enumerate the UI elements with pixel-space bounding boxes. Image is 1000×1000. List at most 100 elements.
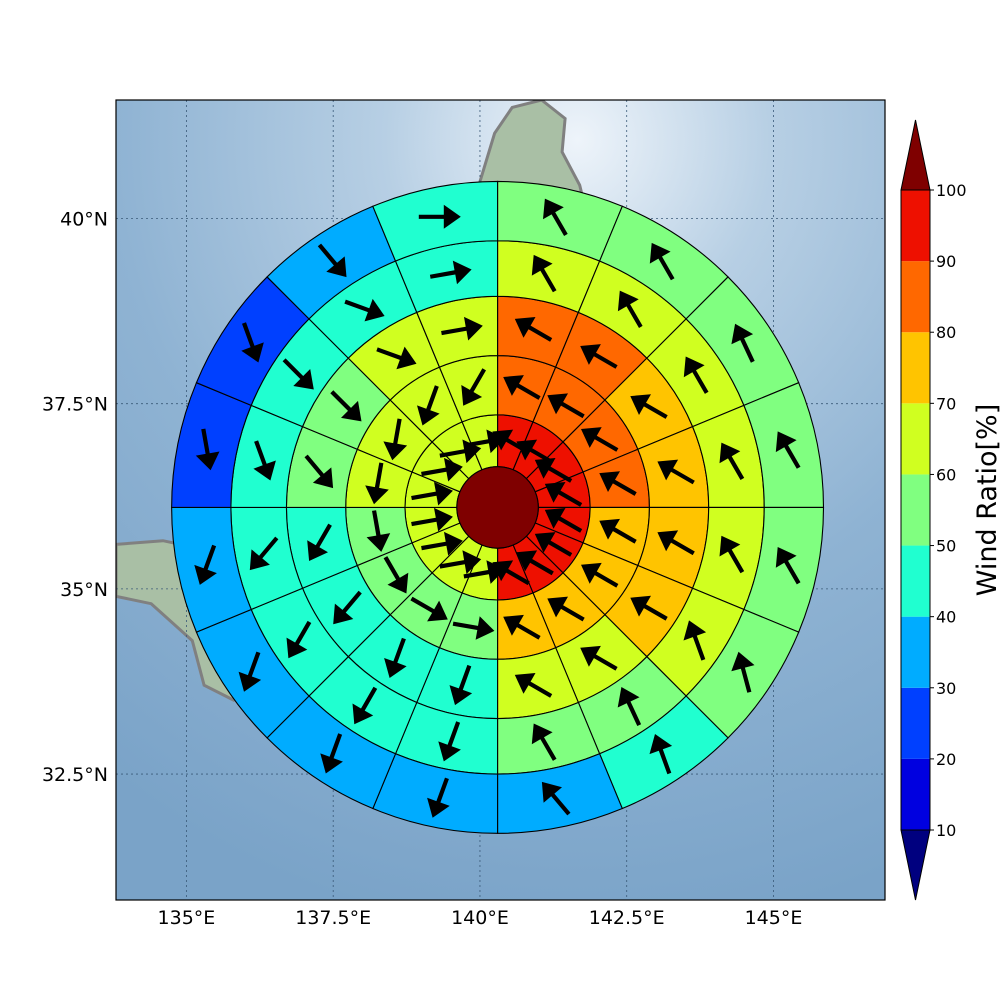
wind-arrow <box>411 481 453 506</box>
wind-arrow <box>365 462 389 505</box>
longitude-tick-labels: 135°E 137.5°E 140°E 142.5°E 145°E <box>158 907 803 929</box>
wind-arrow <box>383 418 408 461</box>
longitude-tick: 145°E <box>745 907 803 929</box>
wind-arrow <box>249 536 279 571</box>
colorbar-band <box>901 687 930 759</box>
wind-arrow <box>547 596 585 622</box>
colorbar-band <box>901 474 930 546</box>
wind-arrow <box>683 356 709 394</box>
wind-arrow <box>503 614 541 640</box>
colorbar-band <box>901 616 930 688</box>
latitude-tick: 37.5°N <box>42 394 108 416</box>
wind-arrow <box>439 550 482 574</box>
wind-arrow <box>376 346 417 370</box>
wind-arrow <box>719 535 745 574</box>
wind-arrow <box>421 531 463 556</box>
wind-arrow <box>492 560 530 586</box>
wind-arrow <box>411 507 453 532</box>
wind-arrow <box>649 734 673 775</box>
wind-arrow <box>599 518 637 544</box>
wind-arrow <box>775 431 801 469</box>
wind-direction-arrows <box>194 198 801 818</box>
longitude-tick: 135°E <box>158 907 216 929</box>
wind-arrow <box>581 562 619 588</box>
wind-arrow <box>544 508 583 533</box>
wind-arrow <box>649 242 675 281</box>
wind-arrow <box>719 442 745 480</box>
wind-arrow <box>683 620 707 661</box>
colorbar-tick-label: 100 <box>936 181 967 200</box>
wind-arrow <box>410 596 448 622</box>
colorbar-band <box>901 261 930 333</box>
wind-arrow <box>581 427 619 452</box>
wind-arrow <box>195 428 220 471</box>
wind-arrow <box>241 322 264 363</box>
wind-arrow <box>320 733 343 774</box>
map-frame <box>115 99 886 901</box>
colorbar-band <box>901 190 930 262</box>
wind-arrow <box>352 686 378 725</box>
colorbar-under-extension <box>900 829 931 901</box>
longitude-tick: 137.5°E <box>295 907 371 929</box>
wind-arrow <box>775 547 801 585</box>
colorbar-tick-label: 60 <box>936 465 956 484</box>
wind-arrow <box>282 358 314 390</box>
wind-arrow <box>541 781 571 816</box>
wind-arrow <box>514 673 553 698</box>
wind-arrow <box>441 316 483 341</box>
colorbar-band <box>901 758 930 830</box>
wind-arrow <box>383 556 409 594</box>
wind-arrow <box>599 471 637 496</box>
center-cell <box>456 466 539 549</box>
wind-arrow <box>657 459 695 485</box>
wind-arrow <box>330 390 362 422</box>
colorbar-label: Wind Ratio[%] <box>972 404 1000 596</box>
colorbar-band <box>901 403 930 475</box>
wind-arrow <box>580 344 618 369</box>
wind-arrow <box>657 530 695 556</box>
wind-arrow <box>417 385 440 426</box>
wind-arrow <box>531 254 557 293</box>
colorbar-band <box>901 332 930 404</box>
wind-arrow <box>731 651 755 693</box>
wind-arrow <box>617 687 642 726</box>
longitude-tick: 142.5°E <box>589 907 665 929</box>
wind-arrow <box>438 721 461 762</box>
wind-arrow <box>452 616 495 640</box>
wind-arrow <box>307 523 332 561</box>
wind-arrow <box>547 393 585 419</box>
wind-arrow <box>630 394 668 419</box>
colorbar-band <box>901 545 930 617</box>
longitude-tick: 140°E <box>451 907 509 929</box>
wind-arrow <box>461 368 486 406</box>
colorbar-tick-label: 40 <box>936 608 956 627</box>
wind-arrow <box>503 375 541 400</box>
colorbar-tick-label: 30 <box>936 679 956 698</box>
wind-arrow <box>238 651 262 692</box>
wind-arrow <box>580 645 618 671</box>
wind-arrow <box>344 298 385 322</box>
wind-ratio-cell <box>372 180 499 262</box>
wind-arrow <box>516 439 554 465</box>
wind-arrow <box>384 637 407 678</box>
wind-arrow <box>534 458 573 483</box>
wind-arrow <box>543 198 568 236</box>
latitude-tick: 32.5°N <box>42 764 108 786</box>
latitude-tick: 35°N <box>60 579 108 601</box>
wind-arrow <box>544 482 583 507</box>
latitude-tick: 40°N <box>60 209 108 231</box>
wind-arrow <box>333 590 362 625</box>
wind-arrow <box>366 510 391 552</box>
wind-arrow <box>531 723 557 761</box>
wind-arrow <box>630 595 668 621</box>
colorbar: 10 20 30 40 50 60 70 80 90 100 <box>900 119 967 901</box>
wind-arrow <box>194 544 217 585</box>
wind-arrow <box>463 560 506 584</box>
colorbar-tick-label: 70 <box>936 394 956 413</box>
colorbar-over-extension <box>900 119 931 191</box>
map-area <box>116 100 885 900</box>
wind-arrow <box>731 323 755 363</box>
colorbar-tick-label: 10 <box>936 821 956 840</box>
wind-arrow <box>253 440 276 481</box>
wind-arrow <box>304 454 334 489</box>
